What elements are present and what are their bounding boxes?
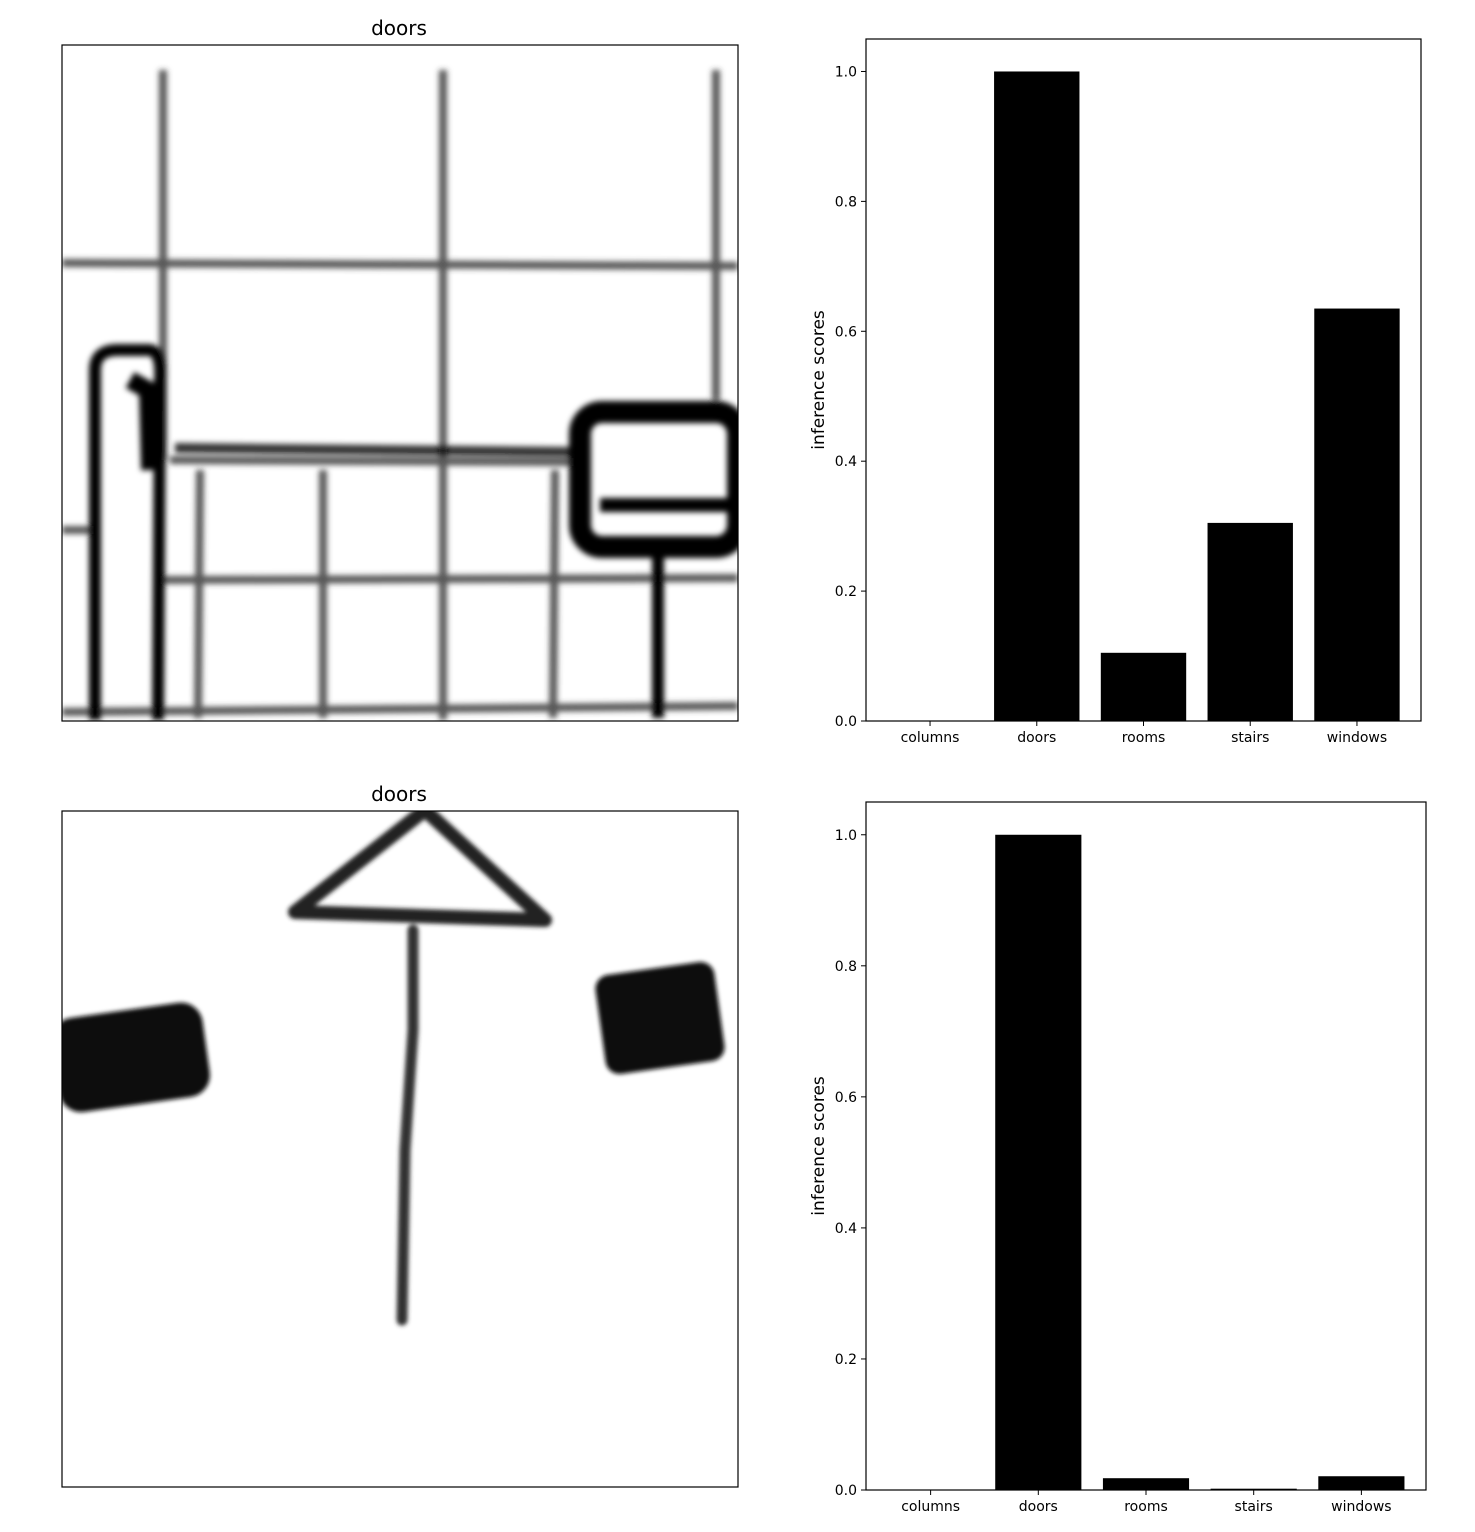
bar-chart-1: 0.0 0.2 0.4 0.6 0.8 1.0 columns doors rooms stair… xyxy=(809,38,1422,746)
x-tick-label: stairs xyxy=(1231,730,1269,746)
y-tick-label: 1.0 xyxy=(835,828,857,844)
x-tick-label: stairs xyxy=(1235,1499,1273,1515)
bar-windows xyxy=(1314,308,1400,721)
bar-doors xyxy=(994,71,1080,721)
y-tick-label: 0.0 xyxy=(835,1483,857,1499)
x-tick-label: rooms xyxy=(1124,1499,1168,1515)
y-axis-label: inference scores xyxy=(809,1076,829,1216)
y-axis-label: inference scores xyxy=(809,310,829,450)
x-tick-label: columns xyxy=(901,730,960,746)
y-tick-label: 0.2 xyxy=(835,1352,857,1368)
image-panel-2 xyxy=(61,810,739,1488)
sketch-drawing-1 xyxy=(62,70,738,721)
bar-chart-2: 0.0 0.2 0.4 0.6 0.8 1.0 columns doors rooms stair… xyxy=(809,801,1427,1515)
bar-stairs xyxy=(1207,522,1293,721)
x-tick-label: doors xyxy=(1019,1499,1058,1515)
bar-stairs xyxy=(1210,1488,1297,1490)
y-tick-label: 0.8 xyxy=(835,959,857,975)
y-tick-label: 1.0 xyxy=(835,64,857,80)
bar-rooms xyxy=(1100,652,1187,721)
x-tick-label: windows xyxy=(1327,730,1387,746)
y-tick-label: 0.8 xyxy=(835,194,857,210)
image-title-1: doors xyxy=(371,16,427,40)
x-tick-label: rooms xyxy=(1122,730,1166,746)
y-tick-label: 0.2 xyxy=(835,584,857,600)
bar-doors xyxy=(995,834,1082,1490)
x-tick-label: windows xyxy=(1331,1499,1391,1515)
y-tick-label: 0.6 xyxy=(835,324,857,340)
y-tick-label: 0.4 xyxy=(835,454,857,470)
y-tick-label: 0.4 xyxy=(835,1221,857,1237)
image-title-2: doors xyxy=(371,782,427,806)
sketch-drawing-2 xyxy=(62,811,725,1326)
plot-area-2 xyxy=(866,802,1426,1490)
y-tick-label: 0.0 xyxy=(835,714,857,730)
image-panel-1 xyxy=(61,44,739,722)
x-tick-label: columns xyxy=(901,1499,960,1515)
y-tick-label: 0.6 xyxy=(835,1090,857,1106)
x-tick-label: doors xyxy=(1017,730,1056,746)
bar-rooms xyxy=(1102,1478,1190,1490)
bar-windows xyxy=(1318,1476,1405,1490)
